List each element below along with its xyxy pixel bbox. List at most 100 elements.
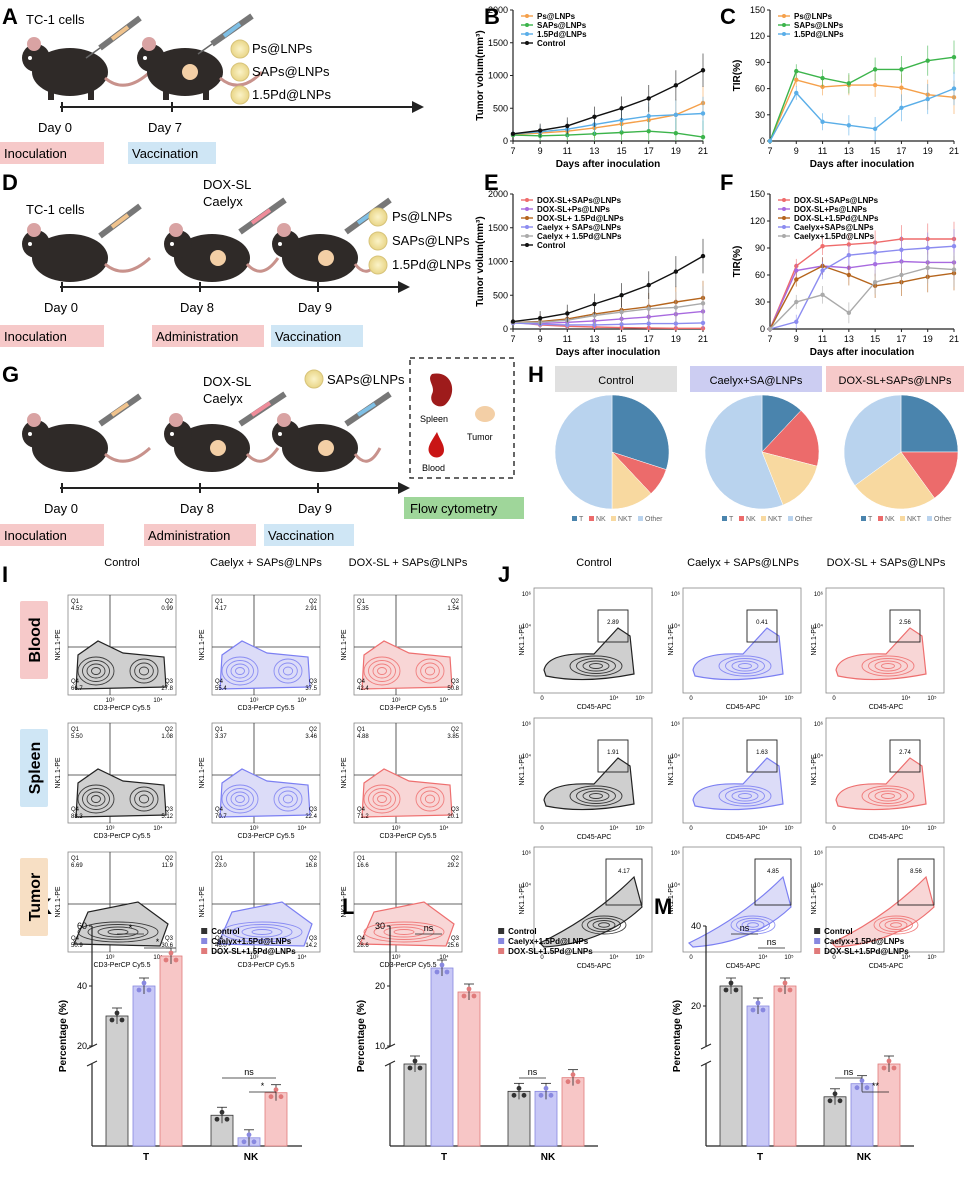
contour xyxy=(221,656,259,686)
contour xyxy=(415,786,445,812)
x-tick-label: 7 xyxy=(510,334,515,344)
contour xyxy=(82,660,110,682)
row-label-bg xyxy=(20,601,48,679)
legend-label: Control xyxy=(211,927,239,936)
replicate-point xyxy=(859,1078,865,1084)
y-axis-title: NK1.1-PE xyxy=(811,883,818,914)
legend-marker xyxy=(525,225,529,229)
legend-swatch xyxy=(498,928,505,934)
quad-q2-value: 1.08 xyxy=(161,734,173,740)
pie-legend-label: Other xyxy=(795,516,813,523)
g-spleen-label: Spleen xyxy=(420,414,448,424)
x-tick-label: 13 xyxy=(844,146,854,156)
contour xyxy=(587,917,621,933)
contour xyxy=(420,662,440,680)
row-label-bg xyxy=(20,858,48,936)
x-axis-title: CD3-PerCP Cy5.5 xyxy=(379,962,436,969)
series-line xyxy=(512,255,704,323)
series-line xyxy=(512,112,704,135)
y-axis-title: TIR(%) xyxy=(732,246,743,278)
a-vaccine-bead-2 xyxy=(230,62,250,82)
y-tick-label: 2000 xyxy=(488,189,508,199)
category-label: NK xyxy=(857,1152,872,1163)
contour xyxy=(415,658,445,684)
g-band-inoc xyxy=(0,524,104,546)
category-label: T xyxy=(143,1152,149,1163)
panel-label-b: B xyxy=(484,4,500,29)
quad-q4: Q4 xyxy=(357,679,366,685)
bar xyxy=(719,985,743,1147)
y-tick-label: 10⁶ xyxy=(522,591,532,598)
g-vaccination-label: Vaccination xyxy=(268,528,334,543)
x-tick-label: 10³ xyxy=(392,826,401,832)
quad-q3: Q3 xyxy=(309,807,318,813)
d-vaccine-1: Ps@LNPs xyxy=(392,209,453,224)
replicate-point xyxy=(461,993,467,999)
data-point xyxy=(794,299,799,305)
contour xyxy=(383,926,425,938)
data-point xyxy=(646,306,651,311)
data-point xyxy=(510,319,516,324)
legend-marker xyxy=(782,23,786,27)
quad-q4: Q4 xyxy=(71,807,80,813)
data-point xyxy=(700,134,706,140)
y-tick-label: 2000 xyxy=(488,5,508,15)
quad-q4-value: 66.7 xyxy=(71,686,83,692)
bar xyxy=(507,1090,531,1147)
x-tick-label: 19 xyxy=(923,334,933,344)
pie-legend-swatch xyxy=(739,516,744,521)
contour xyxy=(77,921,159,943)
replicate-point xyxy=(575,1079,581,1085)
g-mouse-2 xyxy=(164,391,287,472)
legend-label: Control xyxy=(537,39,565,48)
x-tick-label: 9 xyxy=(538,146,543,156)
quad-q1-value: 5.35 xyxy=(357,606,369,612)
y-tick-label: 30 xyxy=(755,110,765,120)
x-axis-title: CD45-APC xyxy=(726,834,761,841)
flow-j-plot: 1.91 CD45-APC NK1.1-PE 0 10⁴ 10⁵ 10⁶ 10⁴ xyxy=(519,717,653,841)
pie-legend-label: NK xyxy=(596,516,606,523)
contour xyxy=(231,924,293,940)
replicate-point xyxy=(241,1139,247,1145)
flow-j-plot: 4.17 CD45-APC NK1.1-PE 0 10⁴ 10⁵ 10⁶ 10⁴ xyxy=(519,846,653,970)
y-tick-label: 0 xyxy=(760,324,765,334)
replicate-point xyxy=(434,969,440,975)
bar xyxy=(746,1005,770,1147)
y-tick-label: 0 xyxy=(503,324,508,334)
gate-value: 4.17 xyxy=(618,869,630,875)
legend-marker xyxy=(525,207,529,211)
density-region xyxy=(687,875,792,948)
y-tick-label: 10⁴ xyxy=(522,753,532,760)
density-region xyxy=(830,875,935,948)
legend-label: Control xyxy=(508,927,536,936)
data-point xyxy=(794,319,799,324)
d-day0: Day 0 xyxy=(44,300,78,315)
y-tick-label: 40 xyxy=(691,921,701,931)
data-point xyxy=(846,123,852,128)
contour xyxy=(235,795,245,803)
x-tick-label: 0 xyxy=(832,826,836,832)
x-tick-label: 10⁴ xyxy=(153,954,163,961)
pie-title-band xyxy=(555,366,677,392)
bar-chart-m: 20 40 Percentage (%) T NK ns ns ns ** ControlCael… xyxy=(672,921,914,1163)
row-label-spleen: Spleen xyxy=(27,742,44,794)
contour xyxy=(368,660,396,682)
replicate-point xyxy=(439,962,445,968)
pie-legend-label: NK xyxy=(885,516,895,523)
x-tick-label: 10⁵ xyxy=(635,954,645,961)
contour xyxy=(725,788,765,804)
pie-legend-label: T xyxy=(868,516,873,523)
contour xyxy=(363,921,445,943)
x-tick-label: 0 xyxy=(689,826,693,832)
series-5 xyxy=(510,238,706,326)
pie-title-band xyxy=(826,366,964,392)
y-tick-label: 60 xyxy=(755,270,765,280)
a-cells-label: TC-1 cells xyxy=(26,12,85,27)
legend-label: Ps@LNPs xyxy=(794,12,833,21)
panel-g: G DOX-SL Caelyx SAPs@LNPs xyxy=(0,357,524,546)
g-drug1-label: DOX-SL xyxy=(203,374,251,389)
x-tick-label: 10⁴ xyxy=(297,825,307,832)
